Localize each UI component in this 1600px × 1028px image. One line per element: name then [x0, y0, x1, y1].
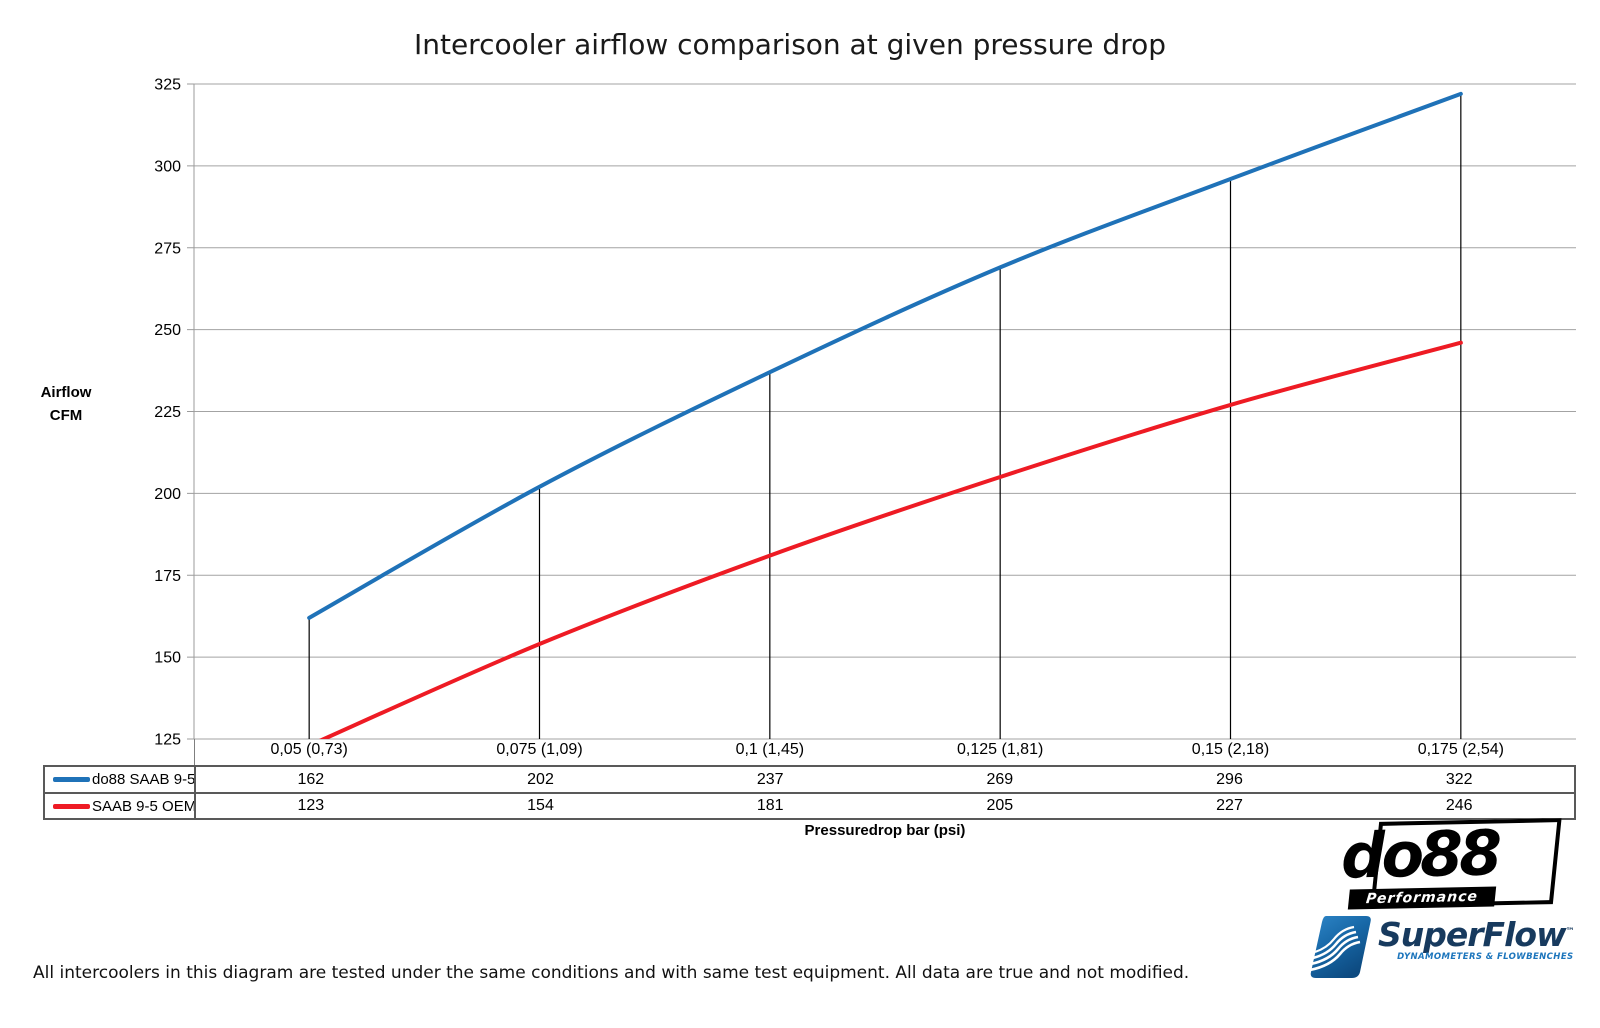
do88-logo-performance: Performance — [1347, 886, 1497, 910]
x-tick-label: 0,175 (2,54) — [1417, 741, 1504, 758]
series-line-saab-9-5-oem — [318, 340, 1463, 739]
superflow-logo-text: SuperFlow™ — [1378, 915, 1575, 954]
x-tick-label: 0,075 (1,09) — [496, 741, 583, 758]
table-cell: 322 — [1445, 770, 1473, 788]
do88-logo-text: do88 — [1340, 816, 1500, 893]
x-tick-label: 0,15 (2,18) — [1191, 741, 1270, 758]
series-line-do88-saab-9-5 — [307, 91, 1463, 620]
table-cell: 162 — [297, 770, 325, 788]
table-cell: 269 — [986, 770, 1014, 788]
y-tick-label: 150 — [154, 650, 181, 667]
table-row: do88 SAAB 9-5 162 202 237 269 296 322 — [45, 767, 1574, 792]
y-tick-label: 200 — [154, 486, 181, 503]
y-tick-label: 325 — [154, 77, 181, 94]
y-axis-label: Airflow CFM — [18, 381, 114, 427]
legend-swatch — [53, 777, 90, 782]
superflow-logo-subtext: DYNAMOMETERS & FLOWBENCHES — [1397, 952, 1574, 962]
x-axis-title: Pressuredrop bar (psi) — [804, 822, 966, 839]
table-cell: 181 — [756, 797, 784, 814]
table-cell: 296 — [1216, 770, 1243, 788]
y-tick-label: 225 — [154, 404, 181, 421]
y-axis-label-line2: CFM — [49, 407, 83, 424]
table-cell: 123 — [297, 797, 325, 814]
x-tick-label: 0,125 (1,81) — [957, 741, 1044, 758]
do88-logo: do88 Performance — [1337, 816, 1569, 916]
legend-saab-9-5-oem: SAAB 9-5 OEM — [45, 794, 196, 818]
table-cell: 237 — [756, 770, 784, 788]
table-row: SAAB 9-5 OEM 123 154 181 205 227 246 — [45, 792, 1574, 818]
table-cell: 227 — [1216, 797, 1243, 814]
legend-label: do88 SAAB 9-5 — [92, 771, 196, 788]
y-tick-label: 300 — [154, 158, 181, 175]
x-tick-label: 0,1 (1,45) — [735, 741, 805, 758]
table-cell: 202 — [527, 770, 554, 788]
table-cell: 246 — [1445, 797, 1473, 814]
y-tick-label: 175 — [154, 568, 181, 585]
axis-extension-line — [194, 739, 195, 765]
legend-do88-saab-9-5: do88 SAAB 9-5 — [45, 767, 196, 792]
y-tick-label: 275 — [154, 240, 181, 257]
data-table: do88 SAAB 9-5 162 202 237 269 296 322 SAAB 9-5 … — [43, 765, 1576, 820]
x-tick-label: 0,05 (0,73) — [270, 741, 348, 758]
table-cell: 154 — [527, 797, 554, 814]
footer-note: All intercoolers in this diagram are tes… — [33, 963, 1190, 983]
legend-label: SAAB 9-5 OEM — [92, 797, 196, 815]
x-axis-tick-labels: 0,05 (0,73) 0,075 (1,09) 0,1 (1,45) 0,125 (… — [0, 741, 1600, 765]
superflow-wave-icon — [1309, 916, 1371, 978]
superflow-trademark: ™ — [1565, 927, 1575, 937]
table-cell: 205 — [986, 797, 1014, 814]
superflow-logo: SuperFlow™ DYNAMOMETERS & FLOWBENCHES — [1308, 912, 1575, 984]
y-axis-label-line1: Airflow — [40, 384, 92, 401]
chart-title: Intercooler airflow comparison at given … — [413, 28, 1167, 61]
y-tick-label: 250 — [154, 322, 181, 339]
y-tick-label: 125 — [154, 732, 181, 749]
legend-swatch — [53, 803, 90, 809]
